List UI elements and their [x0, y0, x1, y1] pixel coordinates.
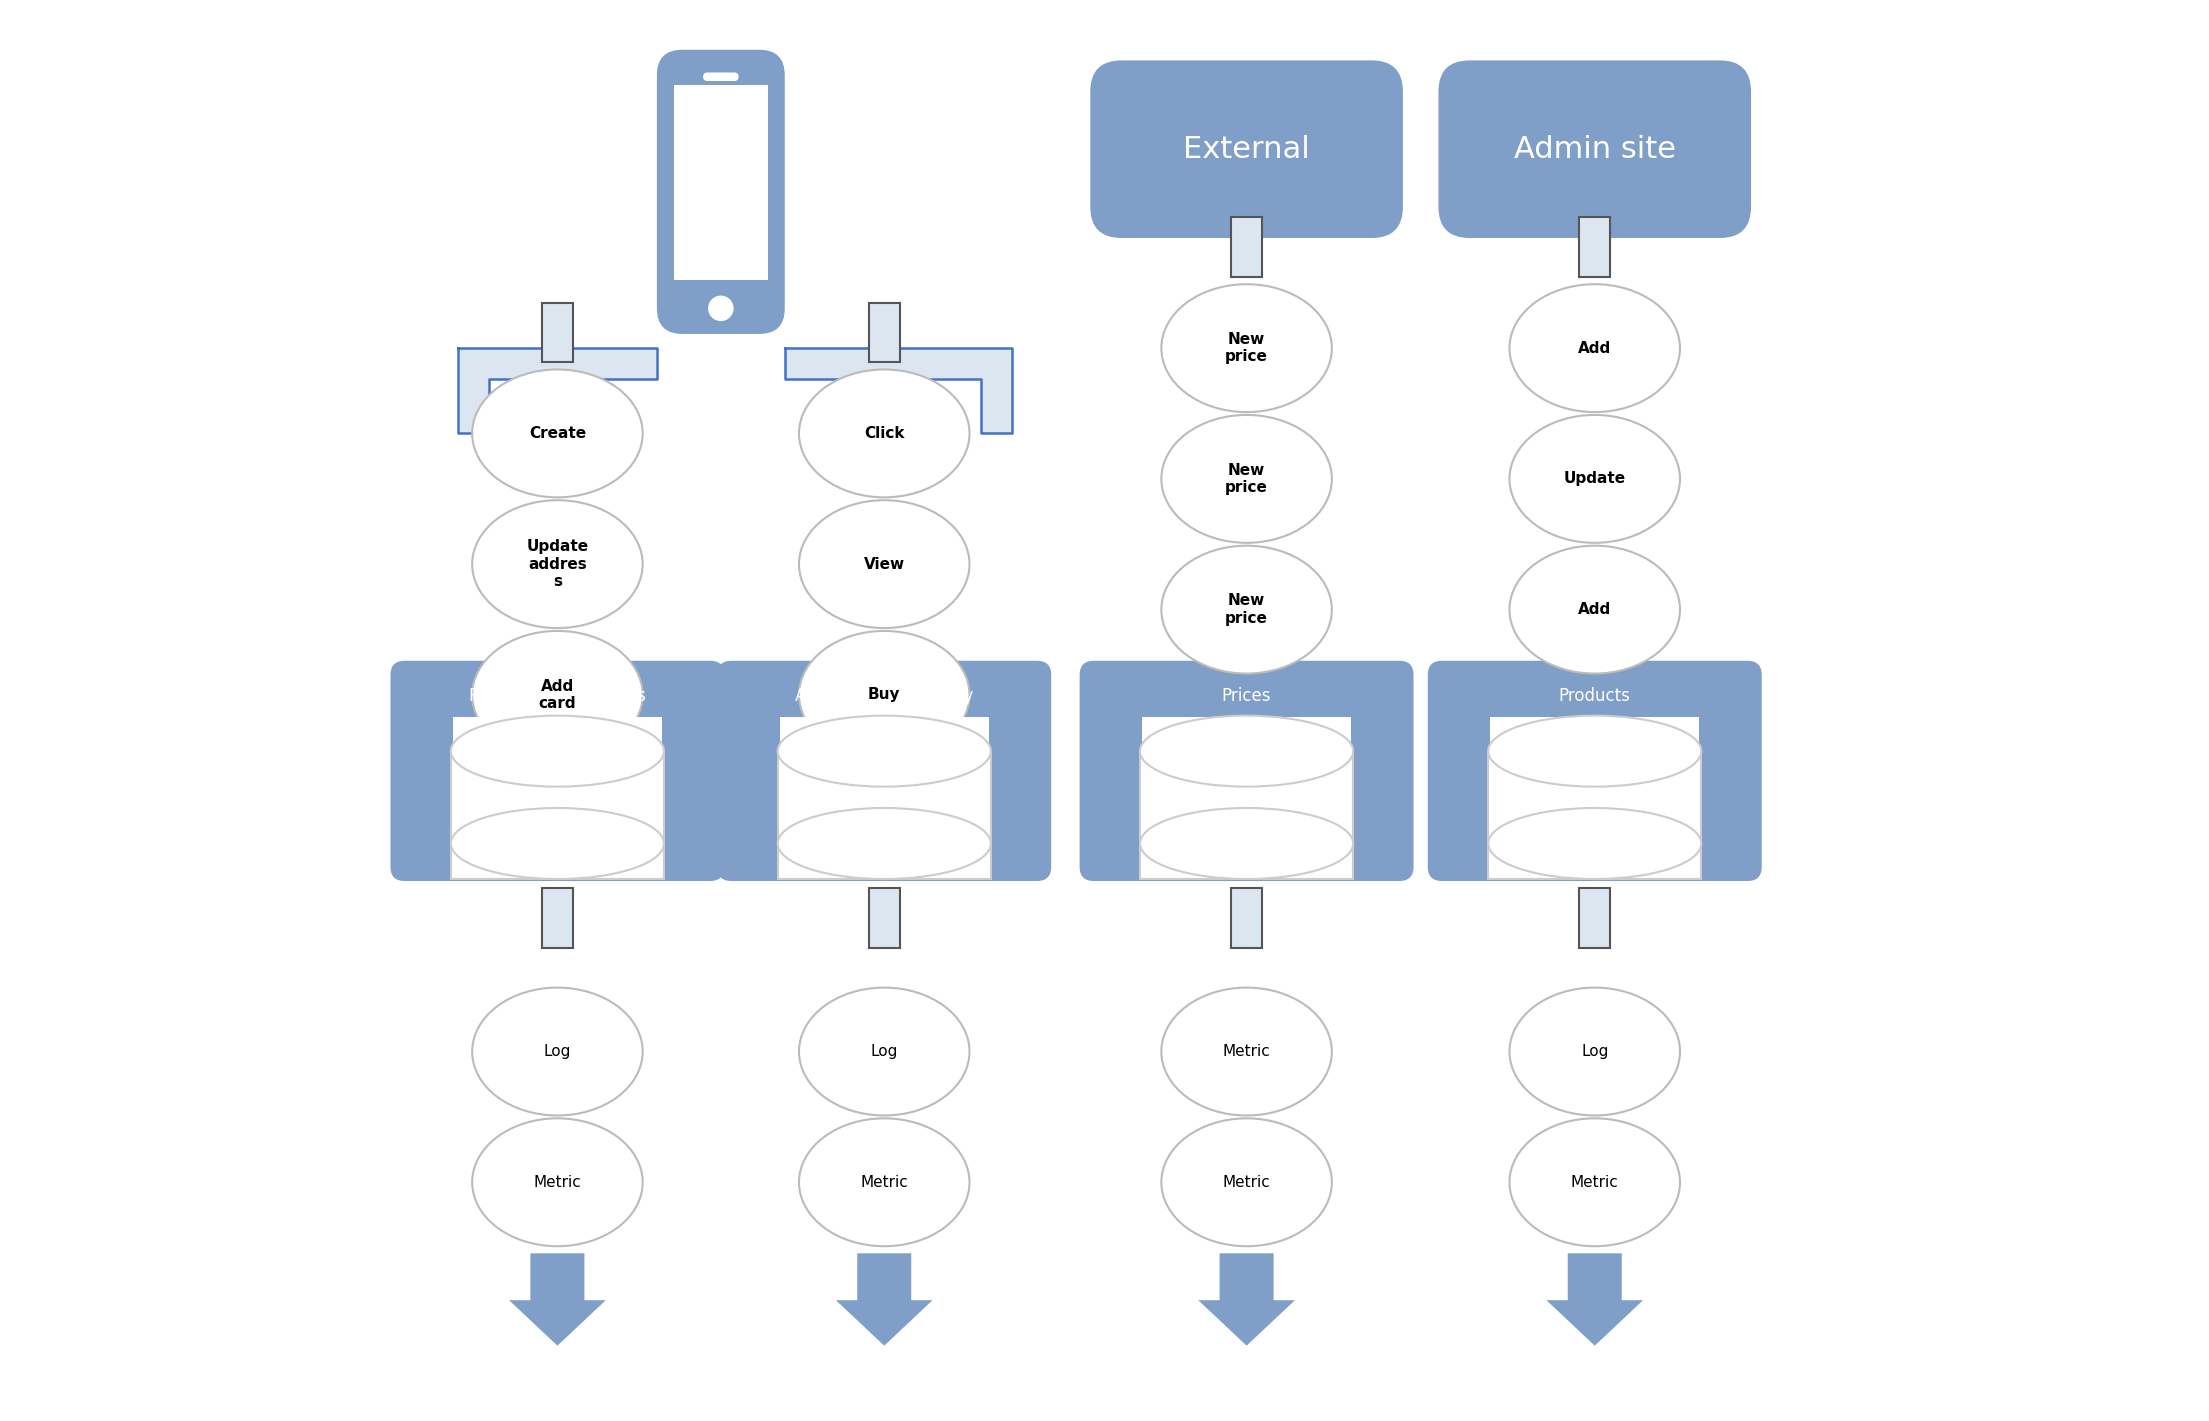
Ellipse shape [473, 988, 643, 1115]
Ellipse shape [473, 631, 643, 759]
Text: Metric: Metric [535, 1175, 581, 1189]
Text: Log: Log [870, 1044, 897, 1059]
Ellipse shape [1162, 546, 1332, 674]
Polygon shape [784, 348, 1012, 433]
Text: External: External [1184, 135, 1310, 163]
FancyBboxPatch shape [1427, 661, 1763, 881]
Ellipse shape [800, 500, 970, 628]
FancyBboxPatch shape [702, 72, 738, 81]
FancyArrow shape [508, 1253, 605, 1346]
Ellipse shape [800, 631, 970, 759]
Ellipse shape [1489, 716, 1701, 787]
Text: Update
addres
s: Update addres s [526, 539, 588, 590]
Ellipse shape [1489, 809, 1701, 880]
Text: Products: Products [1560, 688, 1630, 705]
Ellipse shape [800, 988, 970, 1115]
Text: Add: Add [1577, 603, 1610, 617]
FancyBboxPatch shape [718, 661, 1051, 881]
Ellipse shape [1509, 1118, 1681, 1246]
Bar [1491, 718, 1699, 844]
Text: Profiles and accounts: Profiles and accounts [468, 688, 645, 705]
Text: Click: Click [864, 426, 903, 441]
FancyArrow shape [508, 647, 605, 766]
Ellipse shape [1509, 546, 1681, 674]
Bar [868, 303, 899, 362]
Ellipse shape [1162, 415, 1332, 543]
Text: Metric: Metric [1571, 1175, 1619, 1189]
Text: Log: Log [1582, 1044, 1608, 1059]
Text: Add: Add [1577, 341, 1610, 355]
Bar [1142, 718, 1352, 844]
Bar [674, 85, 769, 280]
Text: New
price: New price [1226, 463, 1268, 495]
Text: Update: Update [1564, 472, 1626, 486]
Ellipse shape [1509, 284, 1681, 412]
FancyBboxPatch shape [391, 661, 725, 881]
Bar [778, 752, 992, 880]
Polygon shape [457, 348, 656, 433]
Ellipse shape [778, 716, 992, 787]
Bar [1579, 888, 1610, 948]
Text: Metric: Metric [859, 1175, 908, 1189]
Ellipse shape [1162, 1118, 1332, 1246]
Text: Create: Create [528, 426, 585, 441]
Ellipse shape [1140, 809, 1354, 880]
FancyArrow shape [835, 647, 932, 766]
Ellipse shape [473, 1118, 643, 1246]
Ellipse shape [800, 1118, 970, 1246]
Text: Admin site: Admin site [1513, 135, 1677, 163]
Bar [541, 303, 572, 362]
Bar [541, 888, 572, 948]
Ellipse shape [473, 369, 643, 497]
FancyArrow shape [1197, 1253, 1294, 1346]
FancyBboxPatch shape [1438, 60, 1752, 237]
Text: Metric: Metric [1224, 1044, 1270, 1059]
Bar [1489, 752, 1701, 880]
Bar [1579, 217, 1610, 277]
FancyArrow shape [1546, 1253, 1643, 1346]
Ellipse shape [1162, 284, 1332, 412]
Text: Metric: Metric [1224, 1175, 1270, 1189]
Text: Prices: Prices [1222, 688, 1272, 705]
FancyArrow shape [1546, 647, 1643, 692]
Ellipse shape [1509, 415, 1681, 543]
Bar [868, 888, 899, 948]
Text: Buy: Buy [868, 688, 901, 702]
Ellipse shape [473, 500, 643, 628]
Text: Add
card: Add card [539, 679, 577, 710]
Bar [1230, 888, 1261, 948]
Text: New
price: New price [1226, 333, 1268, 364]
FancyArrow shape [1197, 647, 1294, 692]
Ellipse shape [800, 369, 970, 497]
Ellipse shape [1509, 988, 1681, 1115]
Ellipse shape [778, 809, 992, 880]
FancyBboxPatch shape [1091, 60, 1403, 237]
Bar [1230, 217, 1261, 277]
FancyArrow shape [835, 1253, 932, 1346]
Text: Log: Log [543, 1044, 572, 1059]
Text: View: View [864, 557, 906, 571]
Ellipse shape [451, 809, 665, 880]
Bar [780, 718, 990, 844]
Ellipse shape [709, 296, 733, 321]
Ellipse shape [451, 716, 665, 787]
Bar [1140, 752, 1354, 880]
Ellipse shape [1140, 716, 1354, 787]
Bar [453, 718, 663, 844]
FancyBboxPatch shape [656, 50, 784, 334]
FancyBboxPatch shape [1080, 661, 1414, 881]
Ellipse shape [1162, 988, 1332, 1115]
Bar [451, 752, 665, 880]
Text: Analytics and activity: Analytics and activity [795, 688, 974, 705]
Text: New
price: New price [1226, 594, 1268, 625]
